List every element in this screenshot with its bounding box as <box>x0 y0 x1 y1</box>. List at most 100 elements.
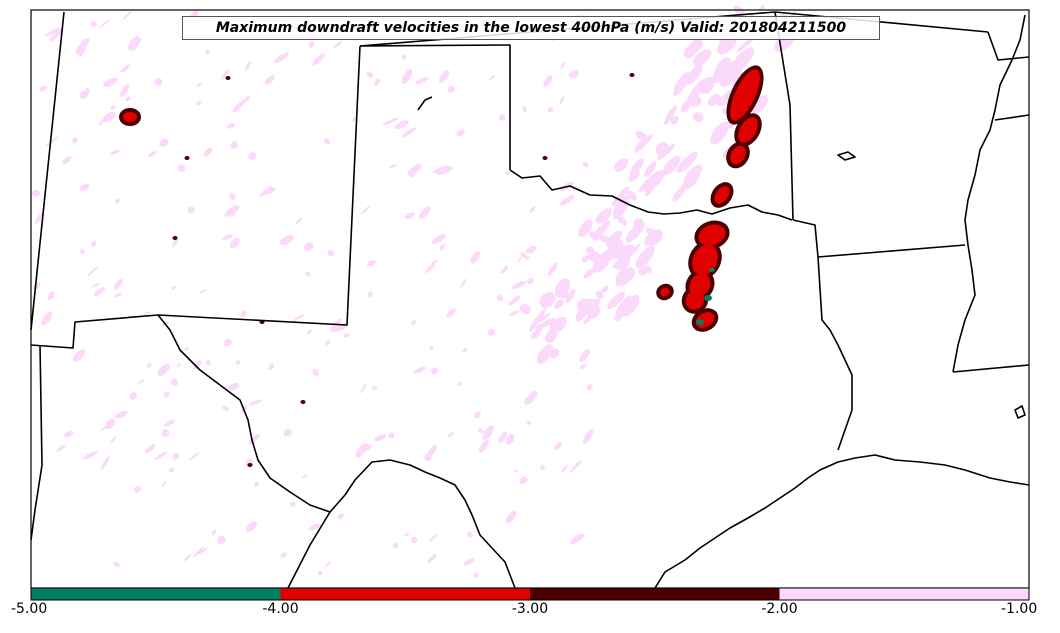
light-shading-cell <box>343 333 350 338</box>
light-shading-cell <box>144 444 156 454</box>
light-shading-cell <box>115 198 120 204</box>
light-shading-cell <box>605 230 623 248</box>
light-shading-cell <box>498 114 506 121</box>
light-shading-cell <box>44 27 60 37</box>
light-shading-cell <box>154 451 167 460</box>
light-shading-cell <box>240 310 247 318</box>
light-shading-cell <box>470 251 480 264</box>
light-shading-cell <box>248 152 257 160</box>
light-shading-cell <box>227 383 240 391</box>
map-title: Maximum downdraft velocities in the lowe… <box>182 16 880 40</box>
light-shading-cell <box>401 54 407 60</box>
light-shading-cell <box>323 138 331 145</box>
light-shading-cell <box>508 295 521 306</box>
light-shading-cell <box>371 385 378 391</box>
light-shading-cell <box>583 267 597 279</box>
light-shading-cell <box>115 410 128 419</box>
light-shading-cell <box>388 164 398 169</box>
light-shading-cell <box>154 78 163 86</box>
light-shading-cell <box>657 144 676 161</box>
strong-downdraft-cell <box>629 73 635 77</box>
strong-downdraft-cell <box>692 244 718 276</box>
light-shading-cell <box>56 444 66 452</box>
light-shading-cell <box>177 164 186 173</box>
light-shading-cell <box>431 234 446 245</box>
light-shading-cell <box>430 367 439 375</box>
light-shading-cell <box>408 163 422 175</box>
colorbar-bin-3 <box>779 588 1029 600</box>
light-shading-cell <box>554 442 562 451</box>
strong-downdraft-cell <box>698 224 726 246</box>
light-shading-cell <box>554 278 571 298</box>
colorbar-bin-1 <box>280 588 530 600</box>
light-shading-cell <box>710 121 729 145</box>
light-shading-cell <box>35 213 43 224</box>
light-shading-cell <box>586 384 593 391</box>
light-shading-cell <box>113 278 123 290</box>
light-shading-cell <box>91 240 97 248</box>
light-shading-cell <box>664 104 677 126</box>
light-shading-cell <box>549 316 568 334</box>
light-shading-cell <box>325 561 331 568</box>
light-shading-cell <box>325 340 331 346</box>
light-shading-cell <box>137 379 145 384</box>
light-shading-cell <box>148 150 157 158</box>
light-shading-cell <box>439 69 450 83</box>
light-shading-cell <box>374 434 387 442</box>
light-shading-cell <box>719 60 739 88</box>
light-shading-cell <box>318 570 323 576</box>
light-shading-cell <box>64 430 74 438</box>
light-shading-cell <box>195 100 202 106</box>
light-shading-cell <box>232 99 246 113</box>
light-shading-cell <box>482 425 494 441</box>
light-shading-cell <box>526 420 532 426</box>
strong-downdraft-cell <box>542 156 548 160</box>
light-shading-cell <box>487 328 496 336</box>
light-shading-cell <box>583 317 590 325</box>
light-shading-cell <box>230 141 238 149</box>
light-shading-cell <box>127 35 140 51</box>
light-shading-cell <box>516 255 523 264</box>
light-shading-cell <box>337 513 345 520</box>
light-shading-cell <box>87 266 99 277</box>
light-shading-cell <box>169 467 175 473</box>
light-shading-cell <box>183 554 192 562</box>
light-shading-cell <box>683 45 696 59</box>
light-shading-cell <box>473 572 479 578</box>
light-shading-cell <box>113 561 120 568</box>
light-shading-cell <box>582 429 594 444</box>
light-shading-cell <box>759 5 765 11</box>
light-shading-cell <box>312 368 320 376</box>
light-shading-cell <box>513 469 519 473</box>
light-shading-cell <box>505 170 510 175</box>
light-shading-cell <box>172 453 180 460</box>
strong-downdraft-cell <box>738 117 758 143</box>
light-shading-cell <box>331 323 348 333</box>
light-shading-cell <box>392 542 399 549</box>
light-shading-cell <box>581 256 588 263</box>
map-frame <box>31 10 1029 588</box>
light-shading-cell <box>424 453 432 462</box>
light-shading-cell <box>560 196 573 206</box>
light-shading-cell <box>561 464 568 473</box>
light-shading-cell <box>312 53 325 66</box>
light-shading-cell <box>519 476 528 485</box>
light-shading-cell <box>601 285 609 293</box>
light-shading-cell <box>547 106 554 113</box>
light-shading-cell <box>366 71 374 78</box>
strong-downdraft-cell <box>172 236 178 240</box>
light-shading-cell <box>565 288 576 304</box>
light-shading-cell <box>171 286 177 290</box>
light-shading-cell <box>717 35 737 55</box>
light-shading-cell <box>217 535 226 545</box>
light-shading-cell <box>462 347 468 353</box>
light-shading-cell <box>595 208 612 224</box>
light-shading-cell <box>404 212 416 220</box>
strong-downdraft-cell <box>660 287 670 297</box>
strong-downdraft-cell <box>685 290 705 310</box>
light-shading-cell <box>41 311 53 326</box>
la-ms-border <box>952 364 1030 373</box>
light-shading-cell <box>279 235 294 246</box>
light-shading-cell <box>621 294 640 317</box>
light-shading-cell <box>687 93 702 107</box>
